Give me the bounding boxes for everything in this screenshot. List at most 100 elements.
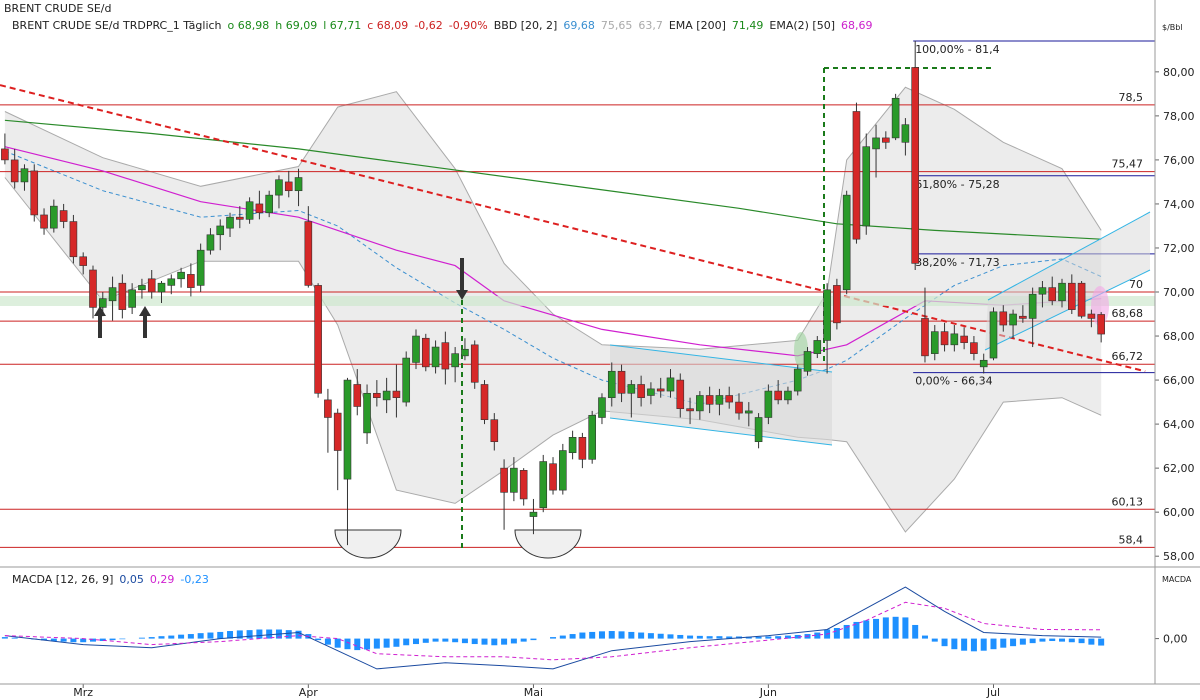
level-label: 66,72 [1112, 350, 1144, 363]
candle-body [490, 419, 499, 443]
candle-body [363, 392, 371, 434]
candle-body [255, 203, 264, 214]
candle-body [930, 331, 939, 354]
legend-item: o 68,98 [228, 19, 270, 32]
legend-item: 68,69 [841, 19, 873, 32]
candle-body [441, 342, 450, 370]
macd-bar [941, 638, 948, 647]
channel-line [609, 344, 833, 373]
candle-body [754, 417, 763, 443]
macd-bar [41, 638, 48, 641]
macd-bar [403, 638, 410, 646]
candle-body [343, 379, 352, 480]
macd-bar [1088, 638, 1095, 645]
candle-body [774, 390, 782, 401]
candle-body [1068, 282, 1076, 310]
candle-body [696, 395, 704, 412]
macd-bar [550, 637, 557, 639]
macd-bar [501, 638, 508, 645]
fib-label: 0,00% - 66,34 [915, 375, 992, 388]
candle-body [79, 256, 87, 266]
macd-bar [109, 638, 116, 641]
candle-body [519, 470, 528, 500]
candle-body [157, 282, 166, 293]
candle-body [970, 342, 978, 354]
candle-body [989, 311, 998, 359]
candle-body [89, 269, 97, 308]
candle-body [294, 177, 303, 192]
candle-body [1028, 293, 1037, 319]
macd-bar [706, 636, 713, 639]
candle-body [128, 289, 136, 308]
candle-body [98, 298, 107, 308]
candle-body [539, 461, 548, 509]
candle-body [187, 274, 195, 288]
macd-bar [119, 638, 126, 640]
candle-body [1009, 313, 1017, 326]
macd-bar [794, 634, 801, 639]
macd-bar [491, 638, 498, 646]
macd-bar [197, 633, 204, 639]
macd-bar [657, 633, 664, 639]
candle-body [1077, 282, 1086, 317]
fib-label: 100,00% - 81,4 [915, 43, 999, 56]
candle-body [40, 214, 48, 229]
macd-bar [638, 632, 645, 639]
candle-body [607, 370, 616, 398]
candle-body [901, 124, 910, 143]
candle-body [284, 181, 293, 192]
candle-body [1, 148, 9, 161]
macd-bar [373, 638, 380, 649]
macd-bar [344, 638, 351, 650]
candle-body [999, 311, 1008, 326]
candle-body [617, 370, 626, 394]
candle-body [50, 205, 58, 229]
macd-bar [217, 631, 224, 639]
legend-item: EMA(2) [50] [769, 19, 835, 32]
macd-bar [11, 637, 18, 639]
macd-bar [765, 636, 772, 639]
candle-body [304, 221, 313, 286]
trendline [0, 84, 1146, 373]
y-tick-label: 76,00 [1163, 154, 1195, 167]
level-label: 68,68 [1112, 307, 1144, 320]
candle-body [940, 331, 949, 346]
macd-bar [598, 631, 605, 639]
candle-body [656, 388, 665, 392]
macd-bar [1010, 638, 1017, 647]
y-tick-label: 66,00 [1163, 374, 1195, 387]
macd-bar [892, 616, 899, 639]
candle-body [206, 234, 215, 251]
macd-bar [187, 634, 194, 639]
candle-body [578, 437, 587, 460]
macd-bar [833, 628, 840, 639]
candle-body [647, 388, 655, 396]
legend-item: MACDA [12, 26, 9] [12, 573, 113, 586]
macd-bar [461, 638, 468, 644]
macd-bar [256, 629, 263, 639]
y-unit: $/Bbl [1162, 23, 1183, 32]
candle-body [637, 384, 645, 398]
macd-bar [1039, 638, 1046, 642]
arrow-up [139, 306, 151, 338]
page-title: BRENT CRUDE SE/d [4, 2, 112, 15]
candle-body [20, 168, 29, 183]
candle-body [568, 437, 577, 454]
channel-line [984, 269, 1151, 351]
candle-body [1058, 282, 1066, 302]
legend-item: l 67,71 [323, 19, 361, 32]
x-tick-label: Mai [524, 686, 543, 699]
level-label: 58,4 [1119, 533, 1144, 546]
candle-body [872, 137, 880, 150]
legend-item: -0,62 [414, 19, 442, 32]
bottom-arc [514, 529, 582, 559]
candle-body [950, 333, 959, 346]
macd-bar [315, 638, 322, 641]
candle-body [715, 395, 724, 405]
y-tick-label: 64,00 [1163, 418, 1195, 431]
macd-bar [745, 636, 752, 639]
candle-body [823, 289, 831, 341]
y-tick-label: 74,00 [1163, 198, 1195, 211]
macd-bar [1049, 638, 1056, 642]
